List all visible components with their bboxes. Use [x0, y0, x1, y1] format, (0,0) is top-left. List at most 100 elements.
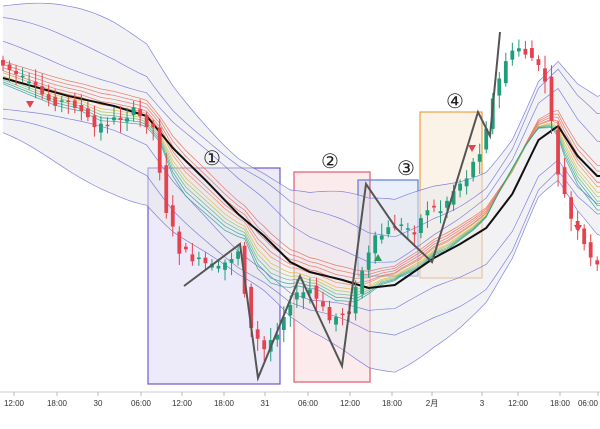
- candle-body: [190, 254, 195, 262]
- candle-body: [562, 167, 567, 195]
- candle-body: [386, 227, 391, 235]
- candle-body: [229, 259, 234, 263]
- candle: [588, 234, 593, 266]
- x-tick-label: 06:00: [578, 399, 599, 408]
- candle: [562, 158, 567, 198]
- candle: [223, 259, 227, 281]
- candle: [99, 116, 103, 141]
- candle-body: [399, 224, 404, 226]
- candle: [366, 245, 371, 278]
- candle-body: [27, 81, 32, 84]
- candle-body: [523, 48, 528, 55]
- candle: [464, 170, 469, 195]
- candle: [405, 222, 410, 239]
- candle-body: [445, 200, 449, 208]
- x-tick-label: 12:00: [340, 399, 361, 408]
- candle: [131, 101, 136, 122]
- candle-body: [262, 340, 267, 350]
- candle: [497, 72, 502, 109]
- candle-body: [216, 265, 221, 269]
- candle: [503, 52, 508, 87]
- candle-body: [164, 165, 169, 213]
- candle-body: [340, 313, 345, 316]
- candle: [112, 106, 116, 125]
- candle: [556, 120, 560, 187]
- candle: [275, 322, 280, 347]
- candle-body: [301, 292, 306, 299]
- candle: [510, 42, 515, 66]
- candle-body: [249, 286, 254, 329]
- candle-body: [79, 105, 84, 112]
- candle: [314, 277, 319, 312]
- zone-label-4: ④: [446, 89, 464, 113]
- candle: [340, 308, 345, 326]
- bollinger-band-2: [2, 17, 600, 238]
- candle-body: [138, 109, 143, 117]
- candle-body: [85, 108, 90, 118]
- candle: [582, 224, 587, 251]
- candle-body: [118, 117, 123, 120]
- candle-body: [242, 245, 247, 294]
- candle-body: [203, 257, 208, 264]
- candle-body: [308, 289, 312, 294]
- zone-label-2: ②: [321, 149, 339, 173]
- x-tick-label: 18:00: [214, 399, 235, 408]
- candle-body: [543, 68, 547, 82]
- candle: [236, 245, 240, 266]
- candle: [203, 252, 208, 270]
- candle: [301, 281, 306, 310]
- candle: [255, 320, 260, 351]
- candle: [569, 191, 574, 232]
- candle-body: [236, 251, 240, 259]
- candle: [373, 231, 378, 264]
- x-axis: 12:00 18:00 30 06:00 12:00 18:00 31 06:00 12:00 1…: [0, 391, 600, 408]
- candle-body: [197, 257, 201, 260]
- candle-body: [516, 48, 521, 52]
- x-tick-label: 12:00: [172, 399, 193, 408]
- candle-body: [294, 292, 299, 300]
- candle-body: [7, 64, 12, 71]
- candle-body: [33, 81, 38, 86]
- candle-body: [438, 211, 443, 214]
- bollinger-band-3: [2, 40, 600, 263]
- candle-body: [157, 127, 162, 173]
- candle: [197, 251, 201, 266]
- candle: [530, 40, 534, 61]
- candle: [281, 306, 286, 343]
- candle: [471, 157, 476, 182]
- candle-body: [373, 235, 378, 254]
- candle: [72, 92, 77, 114]
- candle-body: [72, 100, 77, 108]
- candle: [419, 214, 423, 239]
- candle: [516, 39, 521, 57]
- candle: [334, 313, 338, 332]
- bollinger-band-1: [2, 2, 600, 200]
- candle: [379, 223, 384, 244]
- candle-body: [510, 50, 515, 60]
- candle: [46, 84, 51, 107]
- candle-body: [588, 242, 593, 258]
- candle-body: [125, 118, 129, 122]
- candle: [183, 242, 188, 253]
- candle-body: [53, 96, 58, 106]
- candle-body: [366, 252, 371, 270]
- candle: [118, 106, 123, 133]
- x-tick-label: 06:00: [298, 399, 319, 408]
- candle: [79, 94, 84, 121]
- candle-body: [20, 75, 25, 78]
- candle: [321, 291, 325, 312]
- signal-marker-down: [26, 101, 34, 108]
- candle: [164, 153, 169, 219]
- signal-layer: [26, 101, 582, 261]
- candle: [20, 67, 25, 82]
- candle: [595, 256, 600, 271]
- zone-label-1: ①: [203, 146, 221, 170]
- candle-body: [419, 218, 423, 234]
- candle: [177, 226, 182, 266]
- x-tick-label: 31: [261, 399, 270, 408]
- candle-body: [275, 334, 280, 340]
- candle-body: [353, 286, 358, 314]
- candle: [105, 117, 110, 134]
- candle: [59, 95, 64, 113]
- candle: [458, 179, 462, 198]
